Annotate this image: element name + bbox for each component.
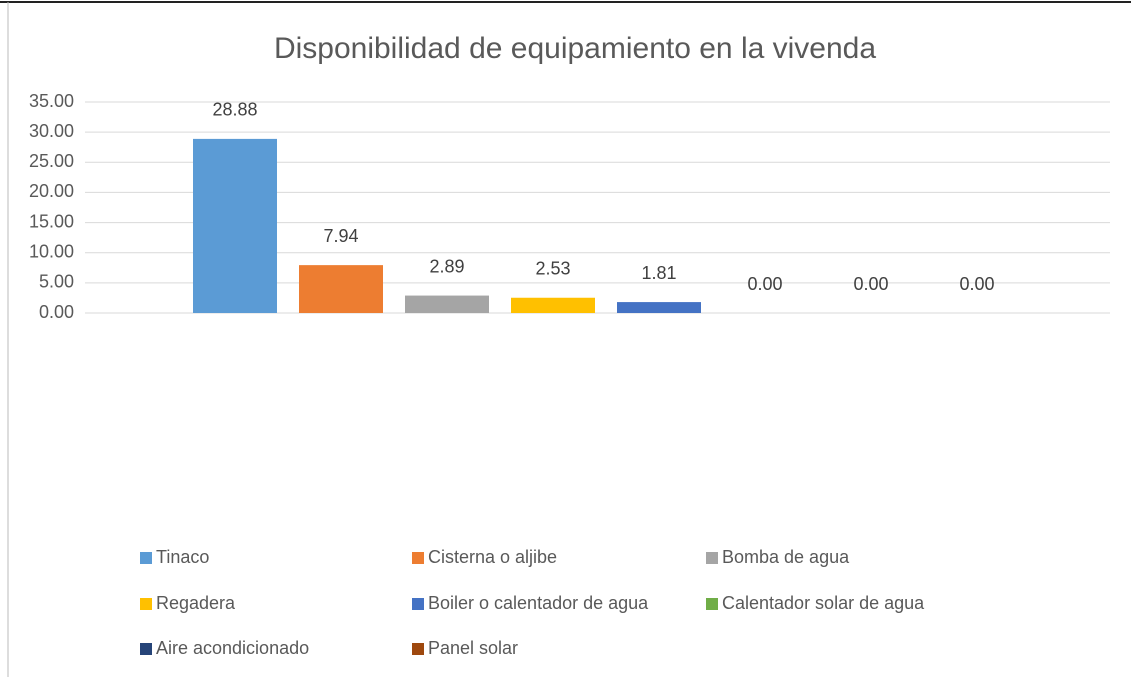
legend-label: Calentador solar de agua [722, 593, 925, 613]
legend-swatch [140, 552, 152, 564]
y-tick-label: 15.00 [29, 211, 74, 231]
y-tick-label: 10.00 [29, 241, 74, 261]
y-tick-label: 25.00 [29, 151, 74, 171]
legend-label: Boiler o calentador de agua [428, 593, 649, 613]
data-label: 2.89 [429, 256, 464, 276]
y-tick-label: 35.00 [29, 91, 74, 111]
data-label: 0.00 [959, 274, 994, 294]
legend-label: Regadera [156, 593, 236, 613]
y-tick-label: 5.00 [39, 272, 74, 292]
y-tick-label: 0.00 [39, 302, 74, 322]
bar [299, 265, 383, 313]
legend-label: Tinaco [156, 547, 209, 567]
legend-swatch [140, 643, 152, 655]
y-tick-label: 30.00 [29, 121, 74, 141]
legend-swatch [706, 598, 718, 610]
data-label: 2.53 [535, 258, 570, 278]
bar [511, 297, 595, 313]
bar [617, 302, 701, 313]
bar [405, 295, 489, 313]
legend-swatch [706, 552, 718, 564]
chart-title: Disponibilidad de equipamiento en la viv… [274, 32, 876, 65]
legend-label: Bomba de agua [722, 547, 850, 567]
legend-swatch [412, 598, 424, 610]
data-label: 0.00 [747, 274, 782, 294]
legend-swatch [412, 552, 424, 564]
legend-swatch [412, 643, 424, 655]
bar [193, 138, 277, 313]
data-label: 28.88 [212, 100, 257, 120]
legend-swatch [140, 598, 152, 610]
data-label: 0.00 [853, 274, 888, 294]
legend-label: Panel solar [428, 638, 518, 658]
data-label: 1.81 [641, 263, 676, 283]
legend-label: Cisterna o aljibe [428, 547, 557, 567]
data-label: 7.94 [323, 226, 358, 246]
y-tick-label: 20.00 [29, 181, 74, 201]
legend-label: Aire acondicionado [156, 638, 309, 658]
